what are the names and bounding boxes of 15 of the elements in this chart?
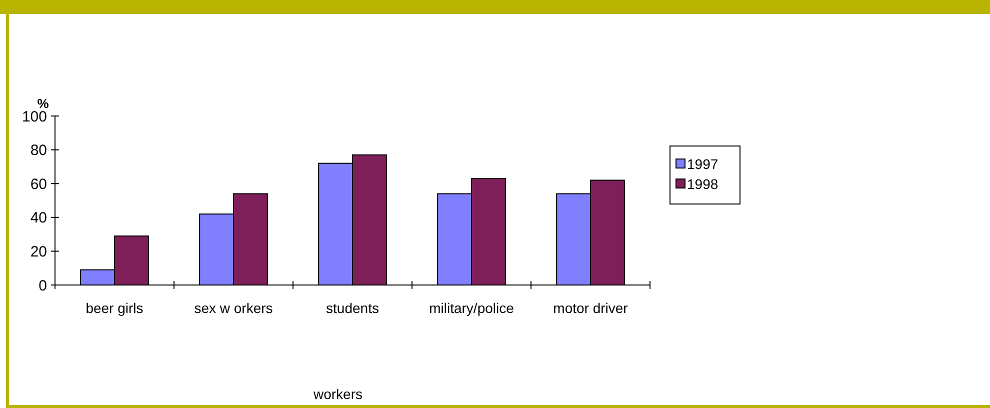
x-tick-label: motor driver — [553, 300, 628, 316]
y-axis-title: % — [37, 96, 50, 111]
x-tick-label: sex w orkers — [194, 300, 273, 316]
x-tick-label: beer girls — [86, 300, 144, 316]
y-tick-label: 100 — [22, 108, 47, 126]
y-tick-label: 40 — [30, 210, 47, 227]
y-tick-label: 0 — [38, 277, 47, 294]
x-tick-label: military/police — [429, 300, 514, 316]
x-axis-title: workers — [312, 386, 363, 402]
y-tick-label: 20 — [30, 243, 47, 260]
legend-label: 1998 — [687, 176, 718, 192]
x-tick-label: students — [326, 300, 379, 316]
legend-label: 1997 — [687, 156, 718, 172]
y-tick-label: 60 — [30, 176, 47, 193]
y-tick-label: 80 — [30, 142, 47, 160]
